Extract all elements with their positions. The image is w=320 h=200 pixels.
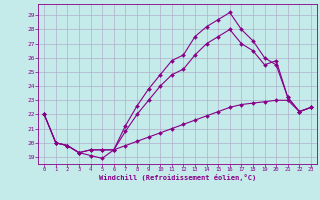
X-axis label: Windchill (Refroidissement éolien,°C): Windchill (Refroidissement éolien,°C)	[99, 174, 256, 181]
